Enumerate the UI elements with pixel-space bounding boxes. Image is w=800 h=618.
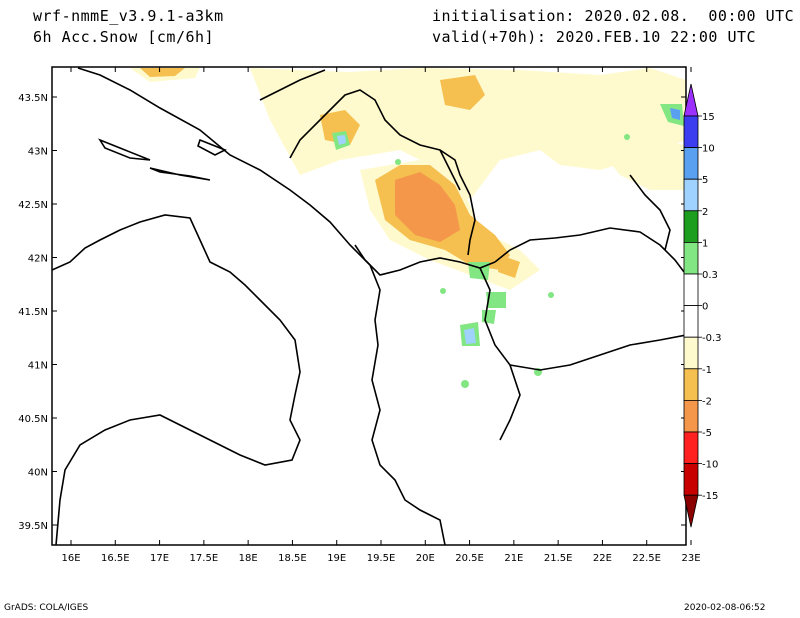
y-tick-label: 42N	[28, 254, 48, 265]
colorbar-label: 0	[702, 302, 708, 313]
colorbar-label: -1	[702, 365, 712, 376]
snow-green-spot-1	[461, 380, 469, 388]
colorbar-segment	[683, 115, 699, 149]
colorbar-label: 5	[702, 175, 708, 186]
x-tick-label: 21.5E	[544, 553, 573, 564]
x-tick-label: 19E	[327, 553, 346, 564]
border-albania-north	[354, 244, 496, 276]
colorbar-segment	[683, 463, 699, 496]
y-tick-label: 41.5N	[18, 307, 48, 318]
field-title: 6h Acc.Snow [cm/6h]	[33, 28, 215, 46]
render-timestamp: 2020-02-08-06:52	[684, 603, 766, 613]
border-macedonia	[494, 227, 685, 273]
snow-light-area-east	[600, 140, 686, 190]
bulgaria-border	[629, 174, 671, 251]
snow-orange-area-north	[440, 75, 485, 110]
colorbar-label: 2	[702, 207, 708, 218]
x-tick-label: 17E	[150, 553, 169, 564]
snow-blue-core-1	[337, 135, 346, 145]
x-tick-label: 20.5E	[455, 553, 484, 564]
colorbar-segment	[683, 399, 699, 433]
x-tick-label: 22.5E	[632, 553, 661, 564]
grads-credit: GrADS: COLA/IGES	[4, 603, 89, 613]
colorbar-segment	[683, 147, 699, 180]
adriatic-coast-east	[77, 67, 446, 545]
x-tick-label: 23E	[681, 553, 700, 564]
colorbar-segment	[683, 336, 699, 370]
island-3	[197, 138, 227, 156]
snow-light-area-north	[250, 68, 686, 200]
colorbar-label: -0.3	[702, 333, 722, 344]
y-tick-label: 40.5N	[18, 414, 48, 425]
y-tick-label: 43N	[28, 147, 48, 158]
snow-orange-area-nw	[320, 110, 360, 145]
colorbar-label: -2	[702, 396, 712, 407]
colorbar-segment	[683, 178, 699, 212]
snow-green-spot-5	[395, 159, 401, 165]
x-axis-ticks: 16E 16.5E 17E 17.5E 18E 18.5E 19E 19.5E 20E 20.5E…	[61, 67, 701, 564]
snow-green-spot-4	[548, 292, 554, 298]
snow-green-spot-3	[440, 288, 446, 294]
colorbar-segment	[683, 305, 699, 338]
snow-blue-core-2	[464, 328, 476, 344]
snow-orange-area-topleft	[140, 68, 185, 77]
border-greece	[509, 334, 686, 371]
colorbar: 15 10 5 2 1 0.3 0 -0.3 -1 -2 -5 -10 -15	[683, 83, 722, 528]
x-tick-label: 19.5E	[367, 553, 396, 564]
colorbar-segment	[683, 241, 699, 275]
colorbar-segment	[683, 210, 699, 243]
valid-time: valid(+70h): 2020.FEB.10 22:00 UTC	[432, 28, 757, 46]
x-tick-label: 20E	[416, 553, 435, 564]
island-1	[98, 138, 151, 161]
colorbar-label: -10	[702, 460, 718, 471]
y-tick-label: 42.5N	[18, 200, 48, 211]
x-tick-label: 16E	[61, 553, 80, 564]
snow-green-cell-5	[482, 310, 496, 324]
colorbar-segment	[683, 431, 699, 465]
y-tick-label: 39.5N	[18, 521, 48, 532]
colorbar-label: -5	[702, 428, 712, 439]
border-montenegro-serbia	[289, 89, 476, 256]
y-axis-ticks: 43.5N 43N 42.5N 42N 41.5N 41N 40.5N 40N 39.5N	[18, 93, 686, 532]
colorbar-bottom-arrow	[683, 494, 699, 528]
snow-shading	[130, 68, 686, 388]
bosnia-border	[259, 69, 326, 101]
init-time: initialisation: 2020.02.08. 00:00 UTC	[432, 7, 795, 25]
y-tick-label: 40N	[28, 468, 48, 479]
y-tick-label: 41N	[28, 361, 48, 372]
colorbar-label: 15	[702, 112, 715, 123]
island-2	[149, 167, 211, 181]
snow-deep-orange-core	[395, 172, 460, 242]
boundaries	[52, 67, 686, 545]
colorbar-segment	[683, 368, 699, 401]
x-tick-label: 21E	[504, 553, 523, 564]
colorbar-label: -15	[702, 491, 718, 502]
colorbar-label: 10	[702, 144, 715, 155]
colorbar-label: 0.3	[702, 270, 718, 281]
border-albania-east	[479, 267, 521, 441]
colorbar-label: 1	[702, 238, 708, 249]
border-kosovo	[439, 149, 461, 191]
x-tick-label: 17.5E	[190, 553, 219, 564]
italy-coast	[52, 214, 301, 545]
snow-green-spot-6	[624, 134, 630, 140]
snow-orange-area-east	[498, 255, 520, 278]
snow-green-cell-3	[486, 292, 506, 308]
x-tick-label: 16.5E	[101, 553, 130, 564]
snow-blue-core-3	[670, 108, 680, 120]
model-title: wrf-nmmE_v3.9.1-a3km	[33, 7, 224, 25]
y-tick-label: 43.5N	[18, 93, 48, 104]
x-tick-label: 22E	[593, 553, 612, 564]
x-tick-label: 18E	[239, 553, 258, 564]
x-tick-label: 18.5E	[278, 553, 307, 564]
colorbar-segment	[683, 273, 699, 307]
